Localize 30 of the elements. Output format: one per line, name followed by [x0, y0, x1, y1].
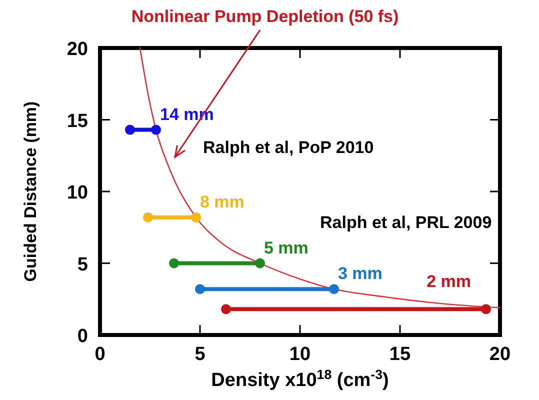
point	[329, 284, 339, 294]
point	[221, 304, 231, 314]
annotation: Ralph et al, PoP 2010	[203, 138, 374, 157]
text: Nonlinear Pump Depletion (50 fs)	[131, 7, 399, 26]
annotation: Ralph et al, PRL 2009	[320, 213, 492, 232]
series-label: 3 mm	[338, 264, 382, 284]
y-tick-label: 0	[77, 326, 88, 347]
point	[195, 284, 205, 294]
x-tick-label: 0	[94, 344, 106, 365]
y-tick-label: 10	[66, 182, 88, 204]
y-axis-title: Guided Distance (mm)	[21, 101, 40, 282]
point	[143, 212, 153, 222]
series-label: 2 mm	[426, 272, 471, 292]
x-tick-label: 15	[389, 344, 411, 365]
x-tick-label: 10	[289, 344, 311, 365]
point	[125, 124, 135, 135]
point	[255, 258, 265, 268]
point	[191, 212, 201, 222]
x-tick-label: 5	[194, 344, 206, 365]
series-label: 5 mm	[264, 238, 308, 258]
x-axis-title: Density x10$^{18}$ (cm$^{-3}$)	[211, 366, 389, 391]
point	[151, 124, 161, 135]
point	[169, 258, 179, 268]
line-series	[139, 47, 501, 308]
x-tick-label: 20	[489, 344, 511, 365]
y-tick-label: 5	[77, 254, 88, 276]
point	[481, 304, 491, 314]
y-tick-label: 15	[66, 110, 88, 132]
series-label: 8 mm	[200, 192, 244, 212]
y-tick-label: 20	[66, 39, 88, 60]
